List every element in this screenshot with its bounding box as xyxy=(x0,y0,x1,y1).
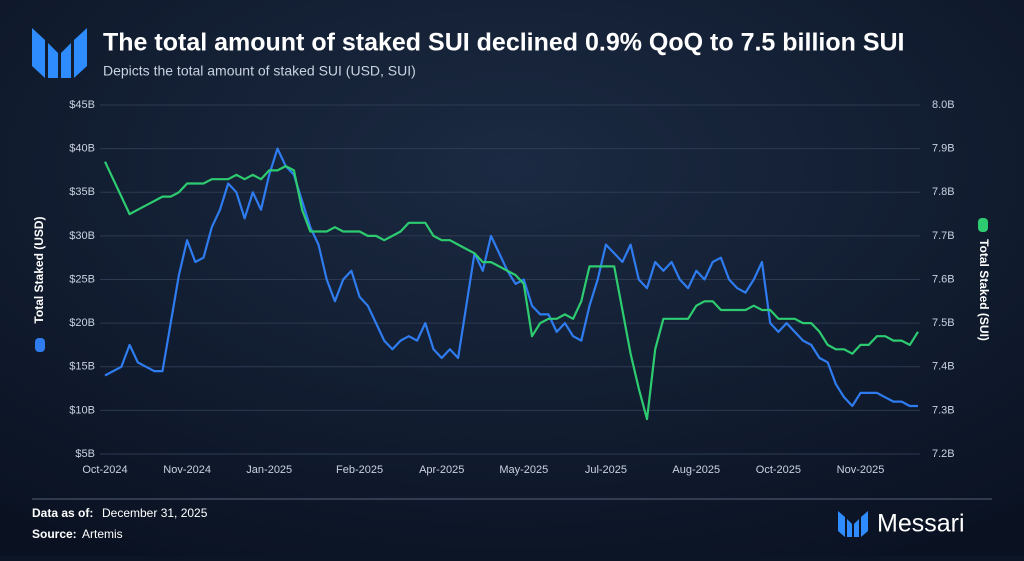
y-tick-label: $45B xyxy=(69,99,95,111)
y-tick-label: $10B xyxy=(69,404,95,416)
x-tick-label: Aug-2025 xyxy=(672,464,720,476)
y-tick-label: $20B xyxy=(69,317,95,329)
y-axis-label: Total Staked (USD) xyxy=(32,216,46,323)
x-tick-label: Nov-2025 xyxy=(837,464,885,476)
chart-subtitle: Depicts the total amount of staked SUI (… xyxy=(103,63,416,79)
x-tick-label: Oct-2024 xyxy=(82,464,127,476)
y-tick-label: $30B xyxy=(69,230,95,242)
x-tick-label: May-2025 xyxy=(499,464,548,476)
y2-tick-label: 7.7B xyxy=(932,230,955,242)
y-tick-label: $15B xyxy=(69,361,95,373)
y2-tick-label: 8.0B xyxy=(932,99,955,111)
legend-swatch xyxy=(978,218,988,232)
y2-tick-label: 7.3B xyxy=(932,404,955,416)
x-tick-label: Oct-2025 xyxy=(756,464,801,476)
legend-swatch xyxy=(35,338,45,352)
logo xyxy=(32,28,87,78)
x-tick-label: Jul-2025 xyxy=(585,464,627,476)
x-tick-label: Nov-2024 xyxy=(163,464,211,476)
footer-source-label: Source: xyxy=(32,527,77,541)
x-tick-label: Apr-2025 xyxy=(419,464,464,476)
y2-tick-label: 7.9B xyxy=(932,143,955,155)
y2-tick-label: 7.6B xyxy=(932,273,955,285)
y-tick-label: $25B xyxy=(69,273,95,285)
y-tick-label: $40B xyxy=(69,143,95,155)
series-line xyxy=(104,161,919,421)
series-line xyxy=(104,147,918,408)
x-tick-label: Jan-2025 xyxy=(246,464,292,476)
y2-tick-label: 7.2B xyxy=(932,448,955,460)
y2-tick-label: 7.4B xyxy=(932,361,955,373)
footer-date-label: Data as of: xyxy=(32,506,93,520)
footer-date: December 31, 2025 xyxy=(102,506,208,520)
y2-tick-label: 7.5B xyxy=(932,317,955,329)
chart-title: The total amount of staked SUI declined … xyxy=(103,29,905,57)
brand-name: Messari xyxy=(877,510,965,538)
y-tick-label: $35B xyxy=(69,186,95,198)
y2-axis-label: Total Staked (SUI) xyxy=(977,239,991,341)
brand-logo xyxy=(838,511,868,537)
y2-tick-label: 7.8B xyxy=(932,186,955,198)
x-tick-label: Feb-2025 xyxy=(336,464,383,476)
y-tick-label: $5B xyxy=(75,448,95,460)
footer-source: Artemis xyxy=(82,527,123,541)
